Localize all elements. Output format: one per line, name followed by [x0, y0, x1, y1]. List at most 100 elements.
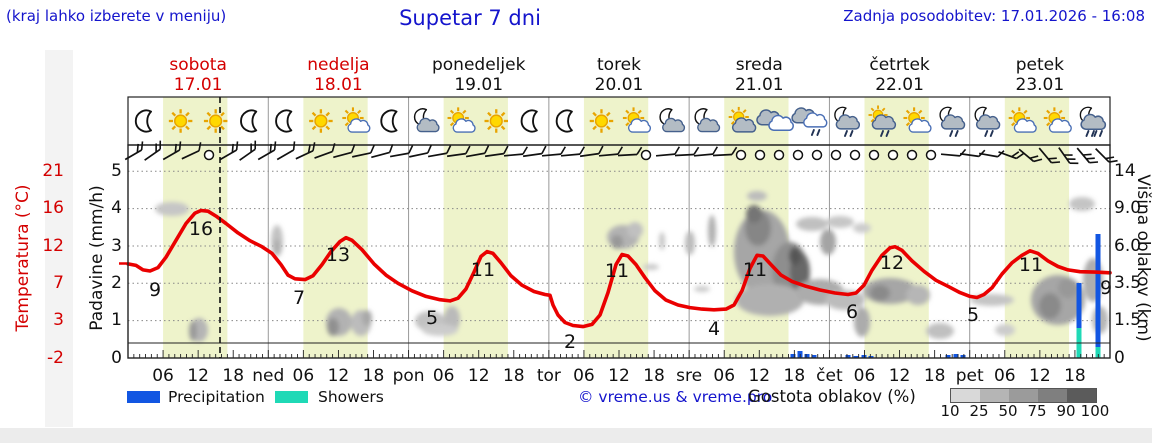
day-header-date: 20.01 — [594, 75, 644, 95]
precipitation-tick-label: 1 — [111, 310, 122, 331]
menu-hint: (kraj lahko izberete v meniju) — [6, 7, 227, 25]
cloud-blob — [870, 285, 890, 301]
cloud-blob — [659, 232, 665, 250]
temperature-tick-label: 21 — [42, 161, 64, 181]
wind-barb-icon — [389, 145, 414, 158]
cloud-blob — [820, 229, 836, 255]
density-tick-label: 25 — [969, 402, 989, 420]
wind-calm-icon — [792, 149, 804, 161]
cloud-blob — [422, 324, 458, 336]
wind-barb-icon — [465, 145, 490, 158]
weather-icon-sun-cloud — [1008, 107, 1037, 133]
wind-barb-icon — [409, 144, 432, 158]
density-scale-segment — [980, 389, 1009, 402]
weather-icon-clouds-rain — [791, 107, 828, 136]
cloud-blob — [627, 222, 643, 238]
wind-barb-icon — [162, 141, 182, 161]
precipitation-legend-label: Precipitation — [168, 388, 265, 406]
wind-barb-icon — [333, 144, 356, 159]
time-axis-label: čet — [816, 366, 843, 386]
wind-calm-icon — [830, 149, 842, 161]
curve-temperature-label: 12 — [880, 252, 904, 274]
weather-icons-row — [134, 105, 1107, 137]
wind-barb-icon — [1058, 147, 1079, 165]
precipitation-bar — [960, 355, 966, 358]
weather-icon-sun-cloud — [447, 107, 476, 133]
weather-icon-moon — [555, 109, 573, 133]
cloud-blob — [747, 191, 767, 201]
time-axis-label: 06 — [432, 366, 455, 386]
temperature-tick-label: -2 — [47, 347, 64, 368]
cloud-blob — [1058, 278, 1078, 298]
curve-temperature-label: 5 — [426, 307, 438, 329]
showers-swatch — [275, 391, 308, 403]
temperature-labels: 9 16 7 13 5 11 2 11 4 11 6 12 5 11 9 — [149, 218, 1112, 353]
time-axis-label: 12 — [187, 366, 209, 386]
weather-icon-moon — [520, 109, 538, 133]
time-axis-label: 18 — [1064, 366, 1086, 386]
weather-icon-moon — [275, 109, 293, 133]
wind-barb-icon — [522, 145, 547, 158]
wind-barb-icon — [712, 146, 738, 157]
cloud-blob — [189, 321, 197, 341]
curve-temperature-label: 5 — [967, 304, 979, 326]
precipitation-tick-label: 5 — [111, 161, 122, 181]
weather-icon-moon-cloud-heavyrain — [1079, 106, 1107, 137]
wind-calm-icon — [203, 149, 215, 161]
precipitation-bar — [790, 354, 796, 358]
cloud-height-tick-label: 9.0 — [1114, 198, 1142, 219]
curve-temperature-label: 11 — [743, 259, 767, 281]
temperature-curve — [126, 208, 1112, 329]
precipitation-tick-label: 0 — [111, 347, 122, 368]
wind-calm-icon — [754, 149, 766, 161]
weather-icon-sun-cloud-rain — [868, 105, 897, 137]
cloud-blob — [362, 310, 372, 326]
cloud-height-tick-label: 14 — [1114, 161, 1136, 181]
wind-barb-icon — [239, 140, 257, 161]
precipitation-bar — [945, 355, 951, 358]
cloud-height-tick-label: 6.0 — [1114, 235, 1142, 256]
day-header-name: sobota — [169, 55, 227, 75]
weather-icon-moon — [240, 109, 258, 133]
time-axis-label: sre — [676, 366, 703, 386]
wind-barb-icon — [998, 151, 1024, 160]
cloud-blob — [611, 235, 623, 249]
weather-icon-sun — [589, 109, 614, 133]
wind-barb-icon — [124, 141, 144, 161]
wind-barb-icon — [276, 141, 296, 161]
day-header-name: ponedeljek — [431, 55, 526, 75]
wind-barb-icon — [940, 148, 967, 157]
cloud-blob — [796, 217, 828, 231]
wind-calm-icon — [640, 149, 652, 161]
temperature-tick-label: 16 — [42, 198, 64, 219]
cloud-blob — [685, 231, 695, 255]
wind-barb-icon — [427, 145, 452, 158]
day-header-name: sreda — [735, 55, 783, 75]
density-tick-label: 75 — [1027, 402, 1047, 420]
cloud-blob — [854, 307, 870, 337]
day-header-date: 22.01 — [875, 75, 924, 95]
wind-barb-icon — [1095, 148, 1118, 163]
cloud-blob — [736, 284, 804, 316]
time-axis-label: 12 — [748, 366, 771, 386]
showers-legend-label: Showers — [318, 388, 384, 406]
weather-icon-moon-cloud-rain — [834, 106, 860, 137]
precipitation-tick-label: 3 — [111, 235, 122, 256]
last-update-timestamp: Zadnja posodobitev: 17.01.2026 - 16:08 — [843, 7, 1145, 25]
cloud-density-tick-labels: 10 25 50 75 90 100 — [0, 402, 1152, 420]
cloud-density-legend-label: Gostota oblakov (%) — [748, 387, 916, 406]
time-axis-label: 06 — [152, 366, 174, 386]
copyright-link[interactable]: © vreme.us & vreme.pro — [578, 388, 773, 406]
wind-calm-icon — [925, 149, 937, 161]
time-axis-label: 12 — [888, 366, 911, 386]
curve-temperature-label: 11 — [1019, 254, 1043, 276]
density-scale-segment — [1009, 389, 1038, 402]
weather-icon-sun — [484, 109, 509, 133]
density-scale-segment — [1067, 389, 1096, 402]
cloud-blob — [643, 264, 659, 270]
precipitation-tick-label: 4 — [111, 198, 122, 219]
precipitation-bar — [868, 356, 874, 358]
day-header-name: četrtek — [869, 55, 930, 75]
time-axis-label: pon — [392, 366, 425, 386]
